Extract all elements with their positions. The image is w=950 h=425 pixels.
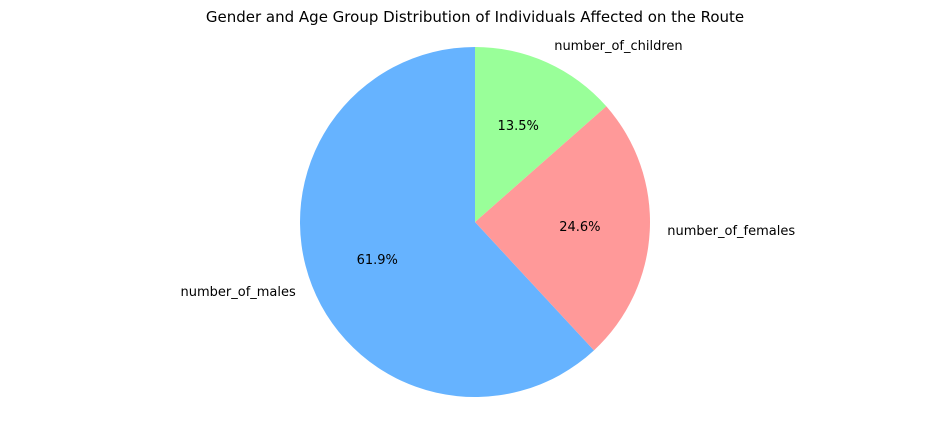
pie-slice-number-of-children [475,47,607,222]
slice-percentage-label: 61.9% [357,253,398,268]
slice-label: number_of_males [181,285,297,300]
slice-label: number_of_females [667,224,795,239]
pie-slice-number-of-males [299,47,594,397]
slice-label: number_of_children [554,39,682,54]
pie-slices [299,47,650,397]
pie-labels: number_of_males 61.9% number_of_females 24.… [181,39,796,300]
chart-title: Gender and Age Group Distribution of Ind… [206,8,744,26]
pie-slice-number-of-females [475,106,650,351]
slice-percentage-label: 24.6% [559,220,600,235]
slice-percentage-label: 13.5% [498,119,539,134]
